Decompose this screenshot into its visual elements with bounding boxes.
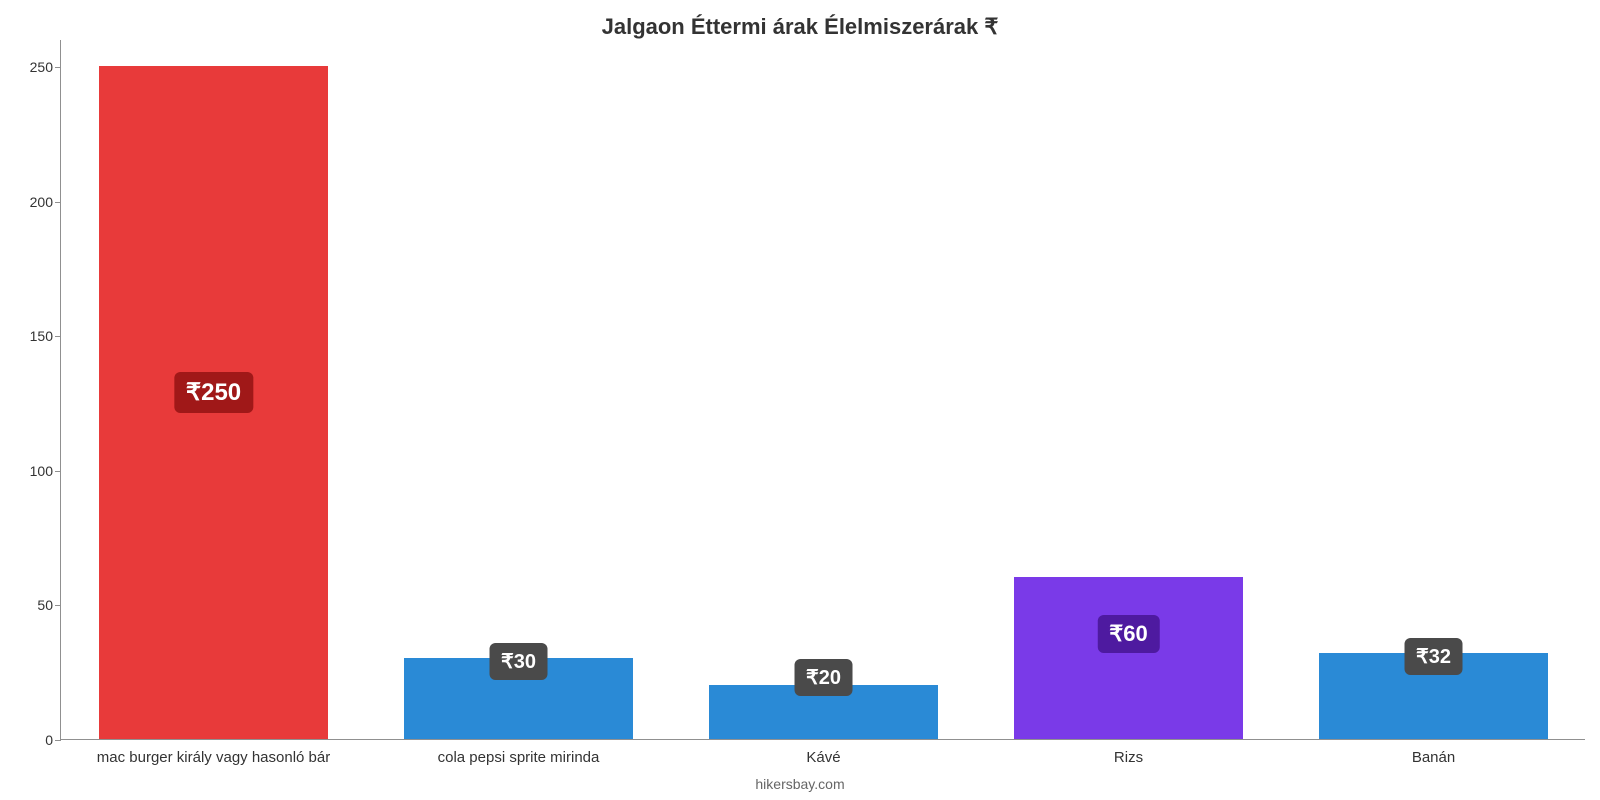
- x-category-label: mac burger király vagy hasonló bár: [97, 749, 330, 766]
- x-category-label: Banán: [1412, 749, 1455, 766]
- bar: [1014, 577, 1243, 739]
- value-badge: ₹60: [1097, 615, 1159, 653]
- y-tick-label: 200: [11, 194, 53, 210]
- value-badge: ₹30: [489, 643, 548, 680]
- y-tick-label: 50: [11, 597, 53, 613]
- y-tick-label: 0: [11, 732, 53, 748]
- chart-title: Jalgaon Éttermi árak Élelmiszerárak ₹: [0, 14, 1600, 40]
- y-tick-mark: [55, 202, 61, 203]
- y-tick-mark: [55, 605, 61, 606]
- y-tick-mark: [55, 336, 61, 337]
- y-tick-label: 100: [11, 463, 53, 479]
- y-tick-mark: [55, 740, 61, 741]
- x-category-label: Rizs: [1114, 749, 1143, 766]
- chart-container: Jalgaon Éttermi árak Élelmiszerárak ₹ 05…: [0, 0, 1600, 800]
- y-tick-mark: [55, 471, 61, 472]
- value-badge: ₹20: [794, 659, 853, 696]
- y-tick-label: 250: [11, 59, 53, 75]
- source-label: hikersbay.com: [0, 776, 1600, 792]
- plot-area: 050100150200250₹250mac burger király vag…: [60, 40, 1585, 740]
- x-category-label: Kávé: [806, 749, 840, 766]
- value-badge: ₹32: [1404, 638, 1463, 675]
- x-category-label: cola pepsi sprite mirinda: [438, 749, 600, 766]
- y-tick-mark: [55, 67, 61, 68]
- y-tick-label: 150: [11, 328, 53, 344]
- value-badge: ₹250: [174, 372, 253, 413]
